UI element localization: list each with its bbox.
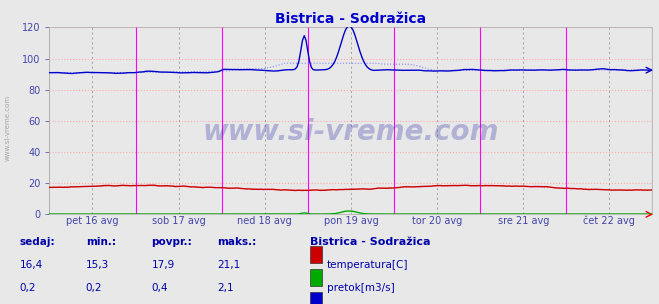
Text: Bistrica - Sodražica: Bistrica - Sodražica bbox=[310, 237, 430, 247]
Text: 0,4: 0,4 bbox=[152, 283, 168, 293]
Text: pet 16 avg: pet 16 avg bbox=[67, 216, 119, 226]
Text: pretok[m3/s]: pretok[m3/s] bbox=[327, 283, 395, 293]
Text: 2,1: 2,1 bbox=[217, 283, 234, 293]
Text: 0,2: 0,2 bbox=[86, 283, 102, 293]
Text: www.si-vreme.com: www.si-vreme.com bbox=[203, 118, 499, 146]
Text: 15,3: 15,3 bbox=[86, 260, 109, 270]
Text: min.:: min.: bbox=[86, 237, 116, 247]
Text: maks.:: maks.: bbox=[217, 237, 257, 247]
Text: sedaj:: sedaj: bbox=[20, 237, 55, 247]
Text: čet 22 avg: čet 22 avg bbox=[583, 216, 635, 226]
Text: temperatura[C]: temperatura[C] bbox=[327, 260, 409, 270]
Text: 21,1: 21,1 bbox=[217, 260, 241, 270]
Text: ned 18 avg: ned 18 avg bbox=[237, 216, 292, 226]
Text: 16,4: 16,4 bbox=[20, 260, 43, 270]
Text: pon 19 avg: pon 19 avg bbox=[324, 216, 378, 226]
Text: sob 17 avg: sob 17 avg bbox=[152, 216, 206, 226]
Text: 0,2: 0,2 bbox=[20, 283, 36, 293]
Text: 17,9: 17,9 bbox=[152, 260, 175, 270]
Title: Bistrica - Sodražica: Bistrica - Sodražica bbox=[275, 12, 426, 26]
Text: povpr.:: povpr.: bbox=[152, 237, 192, 247]
Text: sre 21 avg: sre 21 avg bbox=[498, 216, 549, 226]
Text: www.si-vreme.com: www.si-vreme.com bbox=[5, 95, 11, 161]
Text: tor 20 avg: tor 20 avg bbox=[412, 216, 462, 226]
